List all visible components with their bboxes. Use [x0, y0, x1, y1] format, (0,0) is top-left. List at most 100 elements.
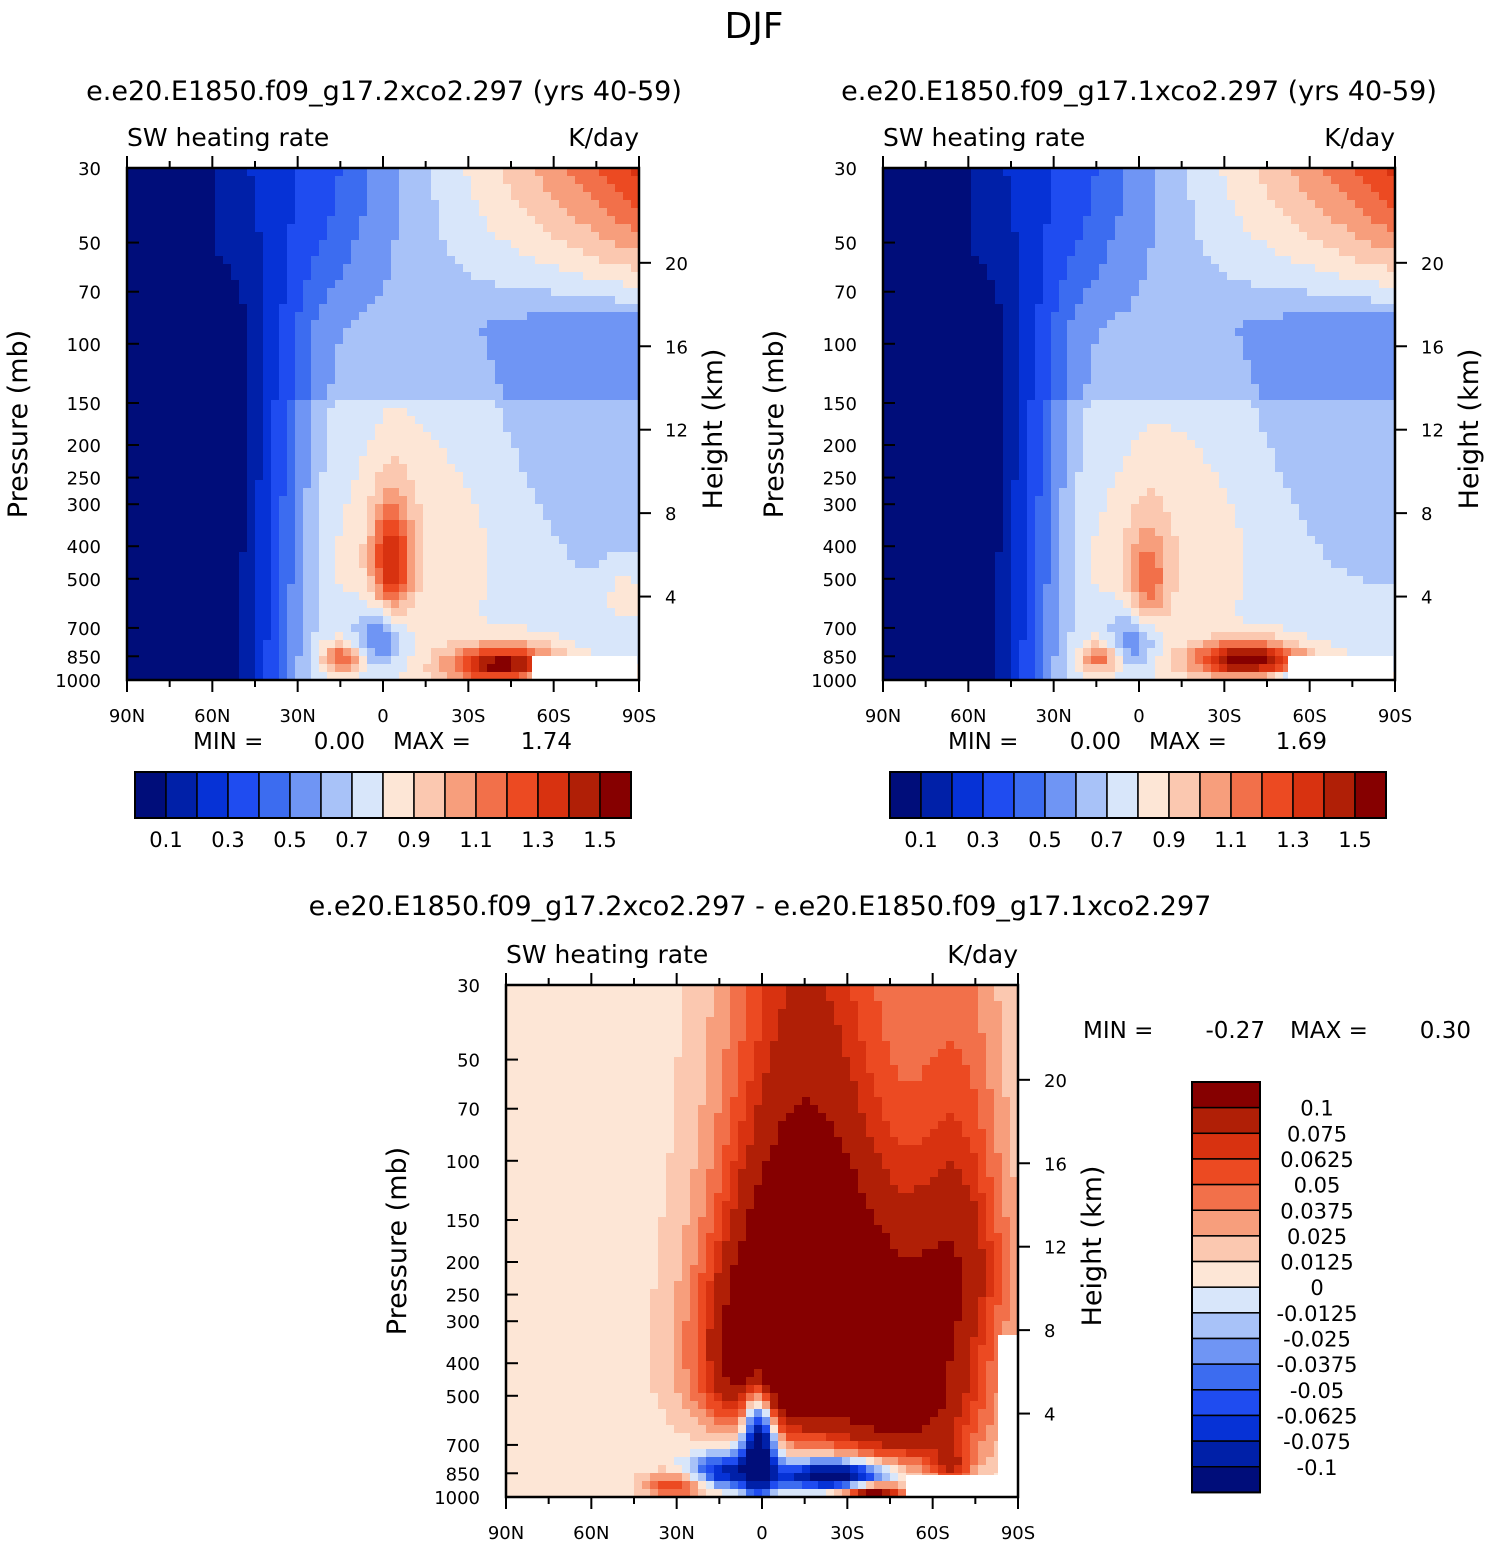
panel2-field-cell [939, 288, 948, 297]
panel1-field-cell [591, 496, 600, 505]
panel1-field-cell [287, 488, 296, 497]
panel1-field-cell [591, 624, 600, 633]
panel1-field-cell [367, 488, 376, 497]
panel1-field-cell [479, 464, 488, 473]
panel2-field-cell [915, 512, 924, 521]
panel1-field-cell [519, 304, 528, 313]
panel2-field-cell [939, 176, 948, 185]
panel1-field-cell [431, 208, 440, 217]
panel1-field-cell [479, 168, 488, 177]
panel1-sw-heating-2xco2: 3050701001502002503004005007008501000201… [3, 123, 729, 727]
panel1-field-cell [311, 608, 320, 617]
panel1-field-cell [359, 440, 368, 449]
panel1-field-cell [391, 576, 400, 585]
panel1-field-cell [455, 608, 464, 617]
panel2-field-cell [931, 576, 940, 585]
panel1-field-cell [431, 600, 440, 609]
panel1-field-cell [215, 536, 224, 545]
panel1-field-cell [391, 200, 400, 209]
panel1-field-cell [495, 584, 504, 593]
panel1-field-cell [527, 288, 536, 297]
panel1-field-cell [215, 464, 224, 473]
panel1-field-cell [495, 632, 504, 641]
panel1-field-cell [351, 584, 360, 593]
panel2-field-cell [891, 560, 900, 569]
panel1-field-cell [143, 176, 152, 185]
panel1-field-cell [199, 320, 208, 329]
panel1-field-cell [615, 240, 624, 249]
panel1-field-cell [599, 208, 608, 217]
panel2-field-cell [971, 328, 980, 337]
panel1-field-cell [151, 424, 160, 433]
panel1-field-cell [455, 552, 464, 561]
panel1-field-cell [559, 624, 568, 633]
panel2-field-cell [923, 568, 932, 577]
panel1-field-cell [359, 464, 368, 473]
panel2-field-cell [931, 664, 940, 673]
panel1-field-cell [343, 512, 352, 521]
panel1-field-cell [279, 224, 288, 233]
panel1-field-cell [191, 432, 200, 441]
panel1-field-cell [519, 528, 528, 537]
panel1-field-cell [399, 192, 408, 201]
panel1-field-cell [583, 200, 592, 209]
panel1-field-cell [247, 184, 256, 193]
panel1-field-cell [383, 240, 392, 249]
panel1-field-cell [495, 456, 504, 465]
panel1-field-cell [343, 400, 352, 409]
panel1-field-cell [255, 600, 264, 609]
panel1-field-cell [471, 536, 480, 545]
panel1-field-cell [471, 192, 480, 201]
panel2-field-cell [979, 424, 988, 433]
panel1-field-cell [127, 408, 136, 417]
panel2-field-cell [899, 368, 908, 377]
panel1-field-cell [543, 608, 552, 617]
panel1-field-cell [599, 488, 608, 497]
panel2-field-cell [907, 632, 916, 641]
panel1-field-cell [439, 168, 448, 177]
panel2-field-cell [955, 264, 964, 273]
panel1-field-cell [223, 168, 232, 177]
panel1-field-cell [335, 632, 344, 641]
panel1-field-cell [487, 248, 496, 257]
panel2-field-cell [915, 168, 924, 177]
panel1-field-cell [143, 656, 152, 665]
panel2-field-cell [883, 632, 892, 641]
panel1-field-cell [167, 440, 176, 449]
panel1-field-cell [583, 416, 592, 425]
panel1-field-cell [127, 640, 136, 649]
panel1-field-cell [159, 648, 168, 657]
panel1-field-cell [343, 584, 352, 593]
panel1-field-cell [135, 352, 144, 361]
panel2-field-cell [891, 248, 900, 257]
panel1-field-cell [463, 272, 472, 281]
panel1-field-cell [591, 584, 600, 593]
panel1-field-cell [263, 344, 272, 353]
panel1-field-cell [511, 544, 520, 553]
panel2-field-cell [979, 496, 988, 505]
panel1-field-cell [279, 512, 288, 521]
panel1-field-cell [271, 168, 280, 177]
panel1-field-cell [335, 544, 344, 553]
panel1-field-cell [559, 288, 568, 297]
panel1-field-cell [575, 296, 584, 305]
panel1-field-cell [191, 520, 200, 529]
panel2-field-cell [963, 672, 972, 680]
panel1-field-cell [159, 384, 168, 393]
panel2-field-cell [971, 352, 980, 361]
panel1-field-cell [295, 472, 304, 481]
panel1-field-cell [495, 576, 504, 585]
panel1-field-cell [271, 456, 280, 465]
panel1-field-cell [535, 472, 544, 481]
panel1-field-cell [151, 304, 160, 313]
panel1-field-cell [447, 536, 456, 545]
panel2-field-cell [915, 536, 924, 545]
panel1-field-cell [383, 192, 392, 201]
panel1-field-cell [591, 176, 600, 185]
panel1-field-cell [303, 280, 312, 289]
panel1-field-cell [543, 400, 552, 409]
panel1-field-cell [599, 168, 608, 177]
panel1-field-cell [343, 472, 352, 481]
panel1-field-cell [399, 232, 408, 241]
panel1-field-cell [175, 184, 184, 193]
